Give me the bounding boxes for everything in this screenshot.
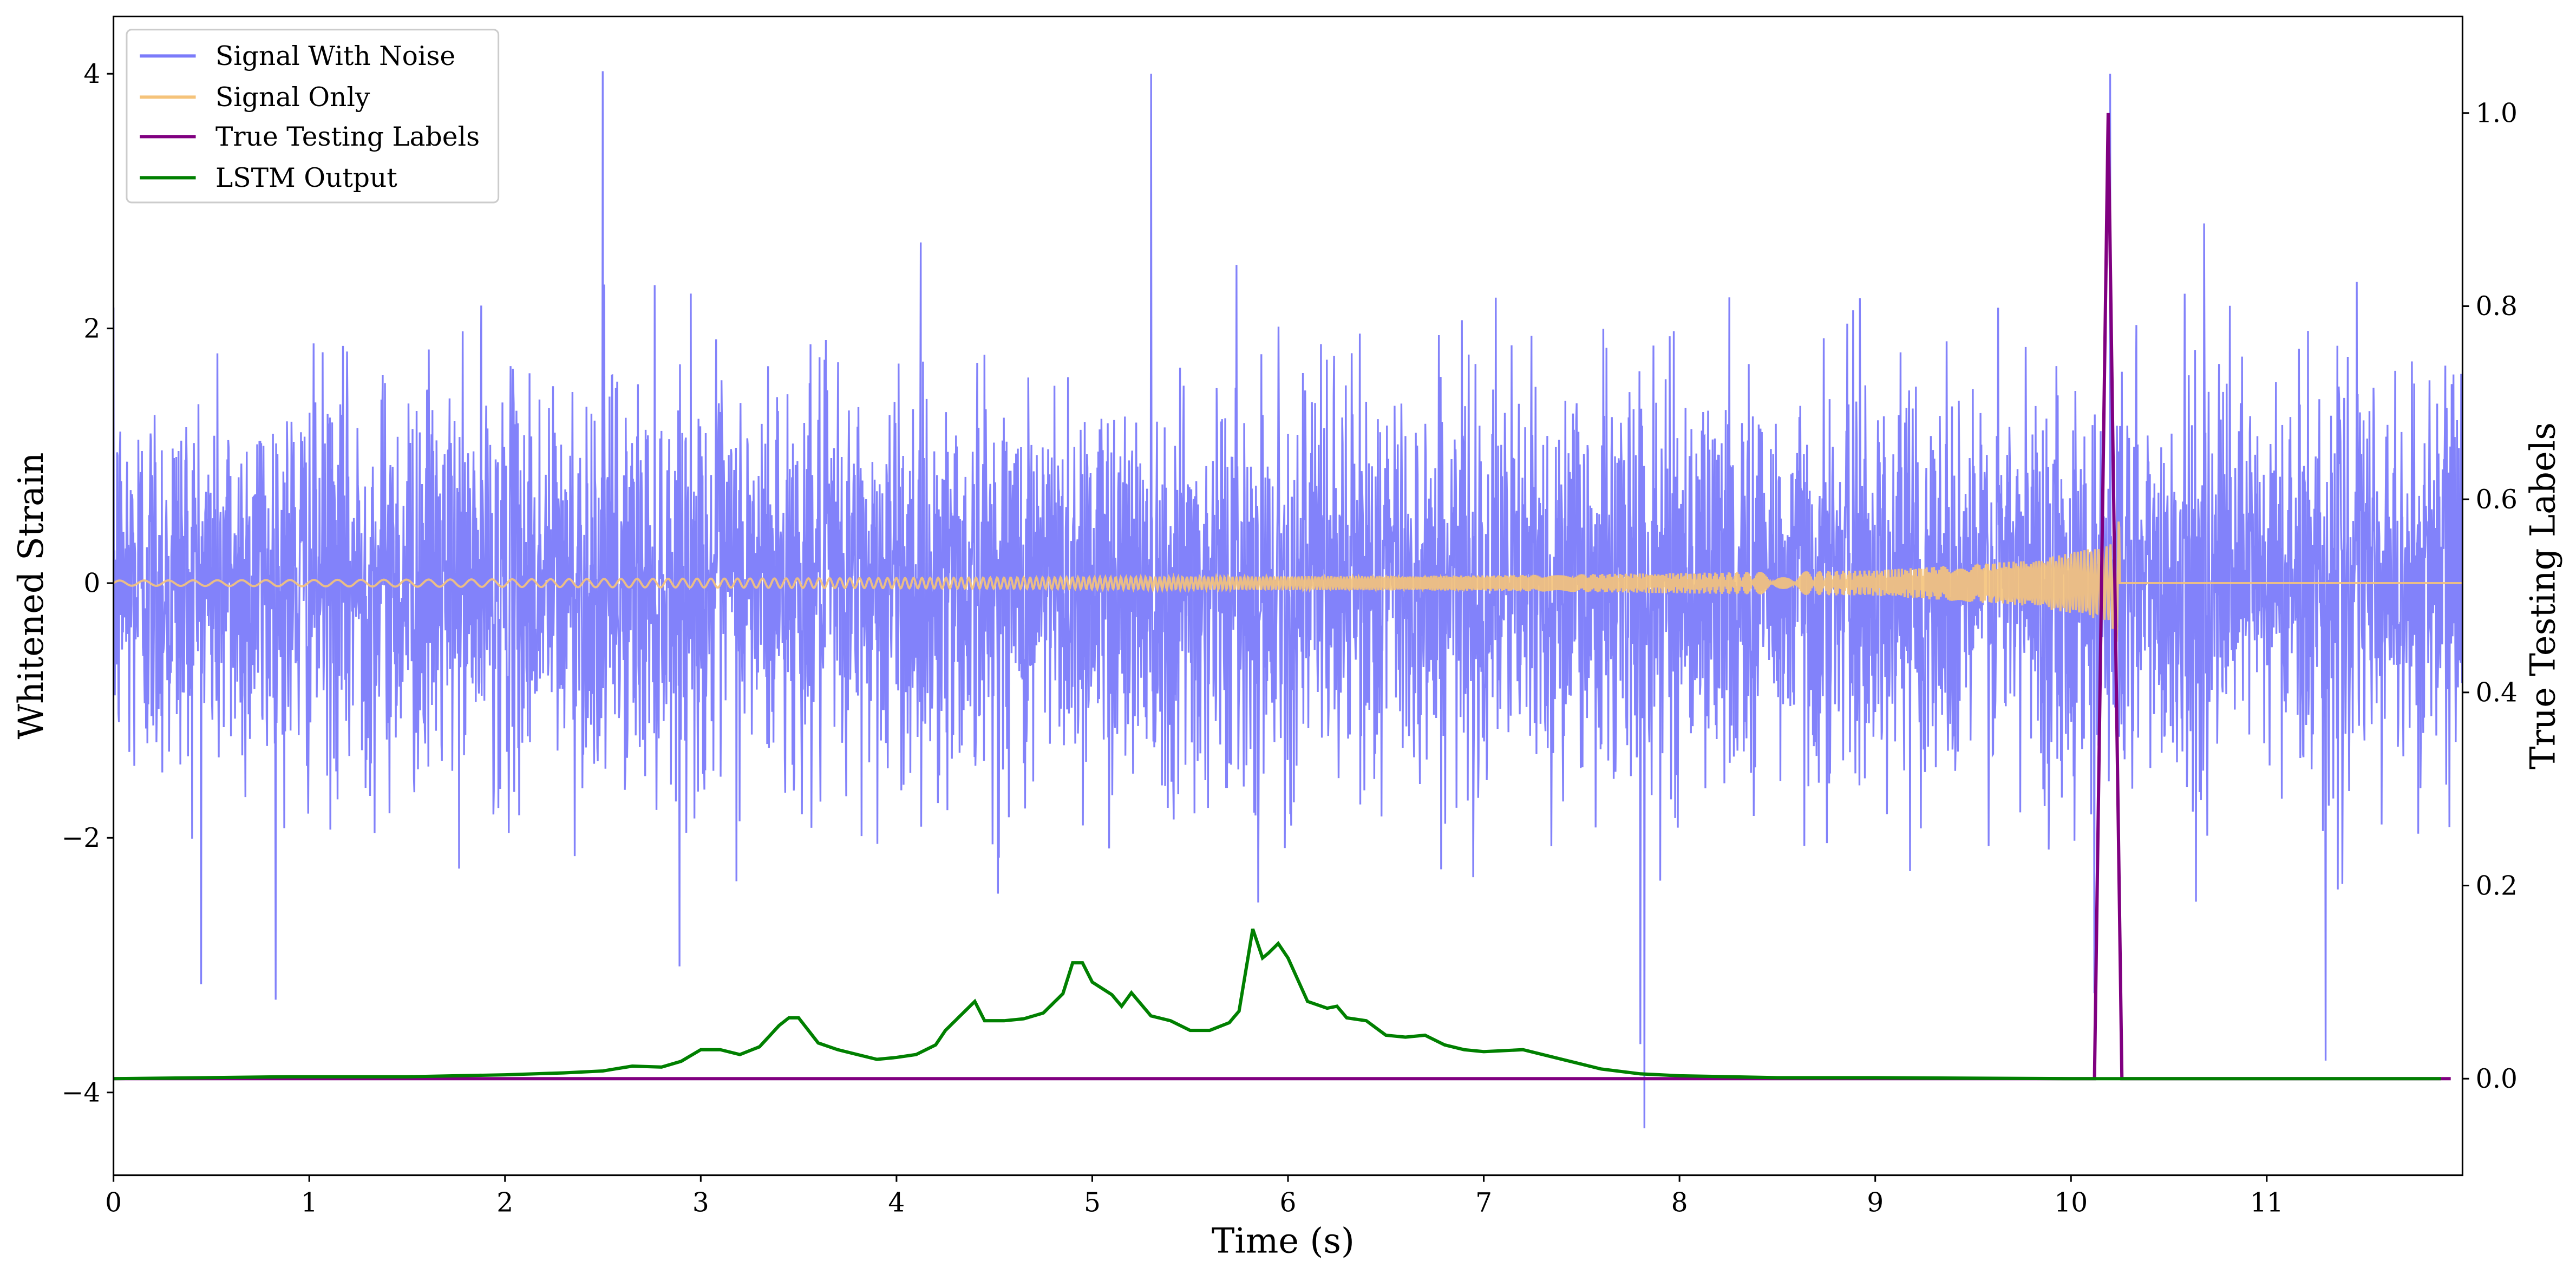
y-left-tick-label: 4 bbox=[83, 59, 100, 89]
x-axis: 0 1 2 3 4 5 6 7 8 9 10 11 bbox=[105, 1175, 2284, 1218]
y-left-tick-label: −2 bbox=[62, 823, 101, 853]
y-right-tick-label: 1.0 bbox=[2476, 98, 2518, 128]
x-tick-label: 9 bbox=[1867, 1187, 1884, 1218]
legend-label-signal-with-noise: Signal With Noise bbox=[215, 41, 455, 71]
x-tick-label: 3 bbox=[692, 1187, 709, 1218]
y-right-tick-label: 0.4 bbox=[2476, 678, 2518, 708]
x-tick-label: 5 bbox=[1084, 1187, 1101, 1218]
x-tick-label: 1 bbox=[301, 1187, 318, 1218]
series-layer bbox=[113, 71, 2463, 1128]
series-lstm-output bbox=[113, 928, 2441, 1081]
y-axis-left: 4 2 0 −2 −4 bbox=[62, 59, 114, 1108]
x-tick-label: 8 bbox=[1671, 1187, 1688, 1218]
y-axis-right: 1.0 0.8 0.6 0.4 0.2 0.0 bbox=[2462, 98, 2518, 1094]
series-signal-with-noise bbox=[113, 71, 2463, 1128]
legend-label-true-testing-labels: True Testing Labels bbox=[215, 122, 480, 152]
x-tick-label: 2 bbox=[496, 1187, 513, 1218]
x-tick-label: 0 bbox=[105, 1187, 122, 1218]
y-axis-right-title: True Testing Labels bbox=[2523, 422, 2564, 769]
legend-box bbox=[126, 29, 500, 204]
y-right-tick-label: 0.0 bbox=[2476, 1064, 2518, 1094]
series-signal-only bbox=[113, 521, 2463, 642]
y-right-tick-label: 0.2 bbox=[2476, 871, 2518, 901]
x-axis-title: Time (s) bbox=[1212, 1221, 1355, 1261]
y-left-tick-label: 2 bbox=[83, 313, 100, 344]
y-axis-left-title: Whitened Strain bbox=[11, 452, 51, 739]
legend-label-signal-only: Signal Only bbox=[215, 82, 370, 113]
x-tick-label: 6 bbox=[1280, 1187, 1297, 1218]
legend-label-lstm-output: LSTM Output bbox=[215, 163, 397, 193]
x-tick-label: 11 bbox=[2250, 1187, 2284, 1218]
legend: Signal With Noise Signal Only True Testi… bbox=[126, 29, 500, 204]
x-tick-label: 4 bbox=[888, 1187, 905, 1218]
y-right-tick-label: 0.8 bbox=[2476, 291, 2518, 322]
y-right-tick-label: 0.6 bbox=[2476, 485, 2518, 515]
y-left-tick-label: 0 bbox=[83, 569, 100, 599]
x-tick-label: 10 bbox=[2054, 1187, 2088, 1218]
y-left-tick-label: −4 bbox=[62, 1077, 101, 1108]
x-tick-label: 7 bbox=[1475, 1187, 1492, 1218]
